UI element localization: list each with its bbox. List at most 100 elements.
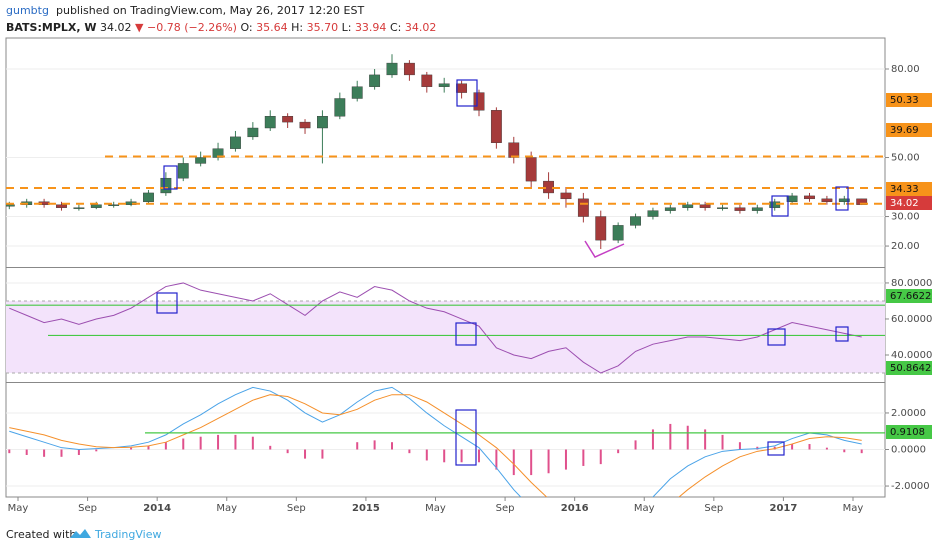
box	[456, 79, 478, 107]
box	[455, 322, 477, 346]
candle-body	[630, 216, 641, 226]
legend-item: L:	[342, 21, 352, 34]
x-tick-label: 2015	[352, 503, 380, 514]
legend-item: H:	[291, 21, 303, 34]
histogram-bar	[686, 425, 689, 450]
histogram-bar	[217, 434, 220, 450]
y-tick-label: 40.0000	[891, 350, 932, 361]
published: published on TradingView.com, May 26, 20…	[56, 4, 364, 17]
histogram-bar	[234, 434, 237, 450]
candle-body	[821, 198, 833, 202]
histogram-bar	[791, 444, 794, 450]
histogram-bar	[321, 449, 324, 459]
level-badge	[886, 182, 932, 196]
rsi-band	[6, 300, 885, 373]
candle-body	[386, 62, 398, 76]
candle-body	[664, 207, 676, 211]
histogram-bar	[669, 423, 672, 450]
x-tick-label: 2016	[561, 503, 589, 514]
candle-body	[456, 83, 468, 93]
legend-item: 35.64	[256, 21, 288, 34]
candle-body	[317, 116, 328, 129]
histogram-bar	[651, 429, 654, 450]
candle-body	[247, 127, 259, 138]
level-badge-label: 50.8642	[890, 363, 931, 374]
candle-body	[369, 74, 381, 87]
x-tick-label: May	[216, 503, 237, 514]
candle-body	[299, 121, 311, 129]
candle-body	[143, 192, 154, 202]
candle-body	[195, 157, 207, 164]
legend-text: BATS:MPLX, W 34.02 ▼ −0.78 (−2.26%) O: 3…	[6, 21, 436, 34]
histogram-bar	[808, 444, 811, 450]
histogram-bar	[617, 449, 620, 454]
candle-body	[403, 62, 415, 76]
histogram-bar	[425, 449, 428, 461]
histogram-bar	[182, 438, 185, 450]
y-tick-label: 50.00	[891, 153, 920, 164]
candle-body	[699, 204, 711, 208]
y-tick-label: 60.0000	[891, 314, 932, 325]
legend-item: 34.02	[100, 21, 132, 34]
box	[163, 165, 178, 190]
candle-body	[682, 204, 694, 208]
x-tick-label: May	[425, 503, 446, 514]
legend-item: 35.70	[307, 21, 339, 34]
histogram-bar	[77, 449, 80, 455]
histogram-bar	[634, 440, 637, 450]
histogram-bar	[704, 429, 707, 450]
level-badge-label: 67.6622	[890, 291, 931, 302]
box	[771, 195, 789, 217]
histogram-bar	[147, 445, 150, 450]
plot	[6, 54, 885, 497]
histogram-bar	[43, 449, 46, 457]
histogram-bar	[269, 445, 272, 450]
candle-body	[786, 195, 798, 202]
histogram-bar	[356, 442, 359, 450]
histogram-bar	[825, 447, 828, 450]
histogram-bar	[408, 449, 411, 454]
histogram-bar	[251, 436, 254, 450]
last-price-badge	[886, 196, 932, 210]
candle-body	[421, 74, 433, 87]
candle-body	[717, 207, 728, 209]
histogram-bar	[286, 449, 289, 454]
histogram-bar	[530, 449, 533, 476]
candle-body	[438, 83, 450, 87]
legend-item: C:	[390, 21, 401, 34]
level-badge-label: 50.33	[890, 95, 919, 106]
histogram-bar	[512, 449, 515, 476]
line	[9, 394, 862, 497]
histogram-bar	[391, 442, 394, 450]
candle-body	[230, 136, 241, 149]
candle-body	[473, 92, 485, 111]
box	[835, 186, 849, 211]
level-badge	[886, 123, 932, 137]
author[interactable]: gumbtg	[6, 4, 49, 17]
y-tick-label: 80.00	[891, 64, 920, 75]
candle-body	[56, 204, 67, 208]
v-annotation	[584, 240, 625, 258]
footer-brand[interactable]: TradingView	[94, 528, 161, 541]
histogram-bar	[582, 449, 585, 466]
histogram-bar	[8, 449, 11, 454]
legend-item: −0.78 (−2.26%)	[147, 21, 237, 34]
x-tick-label: Sep	[704, 503, 723, 514]
footer-created: Created with	[6, 528, 76, 541]
histogram-bar	[860, 449, 863, 454]
x-tick-label: May	[843, 503, 864, 514]
candle-body	[804, 195, 815, 200]
candle-body	[838, 198, 850, 202]
box	[455, 409, 477, 466]
x-tick-label: Sep	[496, 503, 515, 514]
y-tick-label: 30.00	[891, 212, 920, 223]
x-tick-label: 2014	[143, 503, 171, 514]
histogram-bar	[130, 447, 133, 450]
histogram-bar	[95, 449, 98, 452]
histogram-bar	[460, 449, 463, 463]
candle-body	[612, 225, 624, 241]
box	[835, 326, 849, 342]
box	[156, 292, 178, 314]
